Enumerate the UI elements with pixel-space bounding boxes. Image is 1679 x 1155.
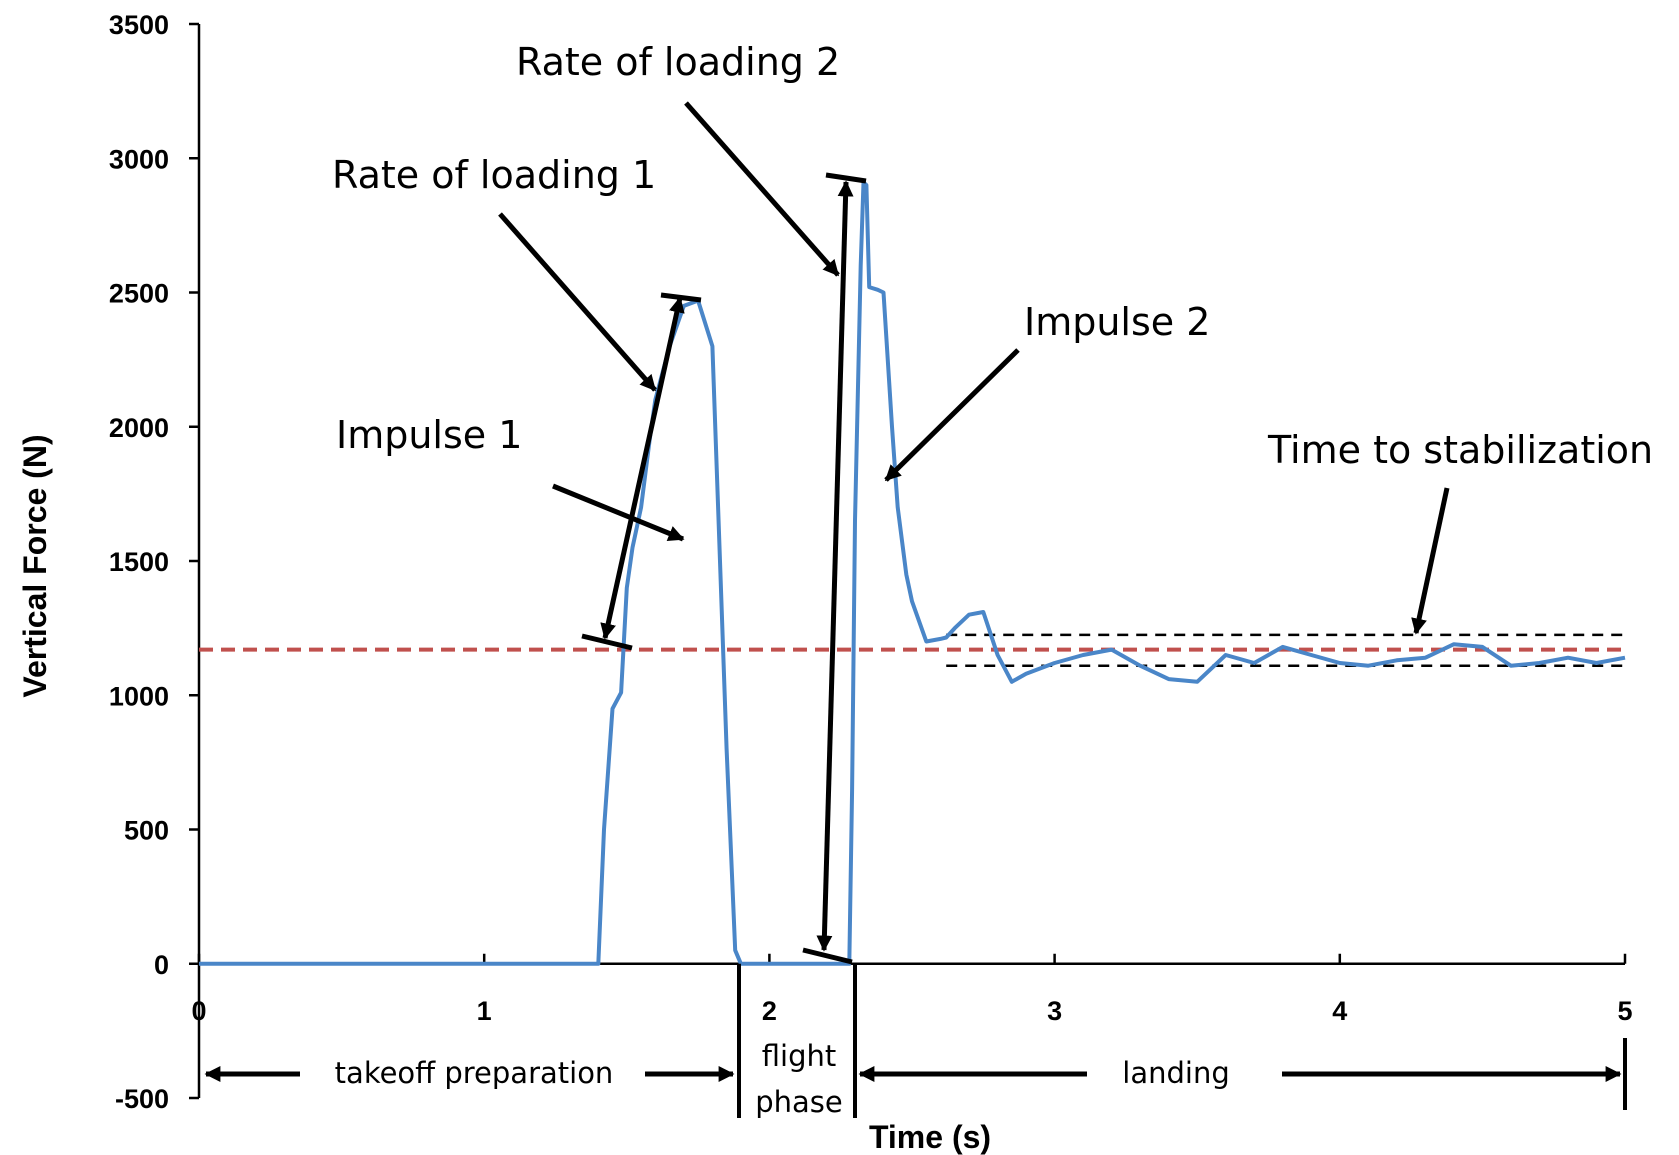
x-tick-label: 3 xyxy=(1047,996,1062,1026)
annotation-impulse-2: Impulse 2 xyxy=(1024,300,1210,344)
rate-2-pointer-arrow xyxy=(684,101,840,277)
y-tick-label: 2000 xyxy=(109,413,169,443)
y-tick-label: 3000 xyxy=(109,144,169,174)
y-tick-label: -500 xyxy=(115,1084,169,1114)
y-tick-label: 500 xyxy=(124,816,169,846)
annotation-rate-of-loading-1: Rate of loading 1 xyxy=(332,153,656,197)
phase-label-takeoff: takeoff preparation xyxy=(335,1056,614,1090)
rate-1-double-arrow xyxy=(600,296,685,640)
phase-label-flight: flight xyxy=(762,1039,836,1073)
annotation-impulse-1: Impulse 1 xyxy=(336,413,522,457)
y-tick-label: 0 xyxy=(154,950,169,980)
rate-1-pointer-arrow xyxy=(498,212,657,392)
annotation-time-to-stabilization: Time to stabilization xyxy=(1267,428,1653,472)
rate-2-base-tick xyxy=(802,947,853,965)
annotation-arrows xyxy=(204,101,1627,1118)
impulse-2-pointer-arrow xyxy=(884,348,1020,482)
y-tick-label: 1500 xyxy=(109,547,169,577)
x-ticks: 0 1 2 3 4 5 xyxy=(191,953,1633,1026)
y-tick-label: 3500 xyxy=(109,10,169,40)
rate-2-double-arrow xyxy=(816,180,854,952)
x-tick-label: 1 xyxy=(477,996,492,1026)
y-tick-label: 2500 xyxy=(109,279,169,309)
x-tick-label: 2 xyxy=(762,996,777,1026)
reference-lines xyxy=(199,633,1625,667)
x-tick-label: 5 xyxy=(1617,996,1632,1026)
y-ticks: -500 0 500 1000 1500 2000 2500 3000 3500 xyxy=(109,10,199,1114)
rate-1-base-tick xyxy=(581,633,633,651)
phase-label-landing: landing xyxy=(1122,1056,1229,1090)
phase-label-flight-2: phase xyxy=(755,1085,843,1119)
x-axis-title: Time (s) xyxy=(869,1119,991,1155)
x-tick-label: 0 xyxy=(191,996,206,1026)
impulse-1-pointer-arrow xyxy=(552,483,685,542)
force-series-line xyxy=(199,180,1626,966)
stabilization-pointer-arrow xyxy=(1411,487,1450,635)
series xyxy=(199,180,1626,966)
annotation-rate-of-loading-2: Rate of loading 2 xyxy=(516,40,840,84)
y-tick-label: 1000 xyxy=(109,681,169,711)
x-tick-label: 4 xyxy=(1332,996,1347,1026)
rate-2-top-tick xyxy=(825,172,867,184)
y-axis-title: Vertical Force (N) xyxy=(17,434,53,697)
